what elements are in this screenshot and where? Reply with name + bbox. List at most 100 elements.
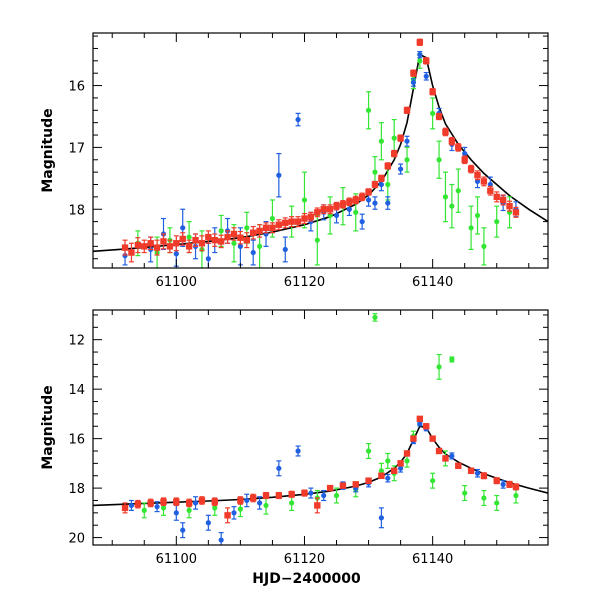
data-point-green <box>378 122 384 161</box>
data-point-blue <box>128 499 135 511</box>
data-point-red <box>499 194 507 206</box>
data-point-red <box>198 496 206 505</box>
y-tick-label: 18 <box>68 203 85 218</box>
data-point-red <box>378 174 385 183</box>
data-point-red <box>397 134 404 142</box>
data-point-red <box>134 237 142 254</box>
data-point-blue <box>180 522 186 539</box>
y-axis-label: Magnitude <box>40 108 56 192</box>
y-tick-label: 18 <box>68 482 85 497</box>
data-point-red <box>320 204 327 215</box>
data-point-red <box>282 217 289 229</box>
data-point-red <box>390 149 398 158</box>
data-point-green <box>263 496 269 515</box>
data-point-blue <box>378 507 384 529</box>
data-point-red <box>397 460 404 467</box>
data-point-blue <box>244 493 250 508</box>
data-point-blue <box>295 112 301 127</box>
data-point-red <box>435 112 443 121</box>
data-point-blue <box>410 78 417 87</box>
data-point-red <box>455 143 462 152</box>
data-point-green <box>436 140 442 179</box>
data-point-green <box>365 442 372 460</box>
x-tick-label: 61100 <box>156 275 197 290</box>
data-point-red <box>230 227 238 241</box>
x-tick-label: 61120 <box>284 552 325 567</box>
y-axis-label: Magnitude <box>40 385 56 469</box>
data-point-green <box>430 97 436 130</box>
data-point-red <box>493 477 500 485</box>
data-point-red <box>173 497 180 507</box>
axes-frame <box>92 32 549 269</box>
data-point-red <box>166 239 174 254</box>
data-point-red <box>474 170 481 181</box>
data-point-red <box>198 235 206 252</box>
data-point-red <box>410 435 417 442</box>
data-point-red <box>416 38 424 46</box>
data-point-red <box>352 195 359 205</box>
data-point-red <box>467 164 475 174</box>
data-point-green <box>436 353 442 380</box>
data-point-red <box>237 496 244 505</box>
x-tick-label: 61100 <box>156 552 197 567</box>
data-point-red <box>134 499 142 509</box>
data-point-red <box>371 180 379 189</box>
data-point-blue <box>449 452 455 460</box>
data-point-red <box>160 497 167 507</box>
data-point-red <box>358 192 366 202</box>
data-point-red <box>256 224 263 238</box>
data-point-red <box>173 235 180 252</box>
series-red <box>121 415 520 524</box>
data-point-red <box>288 490 295 498</box>
data-point-red <box>301 489 308 497</box>
data-point-red <box>365 188 372 196</box>
data-point-red <box>275 491 283 500</box>
data-point-red <box>352 481 359 488</box>
data-point-red <box>179 232 186 246</box>
data-point-blue <box>282 236 288 263</box>
data-point-red <box>250 493 257 503</box>
data-point-red <box>448 136 456 146</box>
data-point-red <box>416 415 424 423</box>
data-point-red <box>480 176 488 187</box>
data-point-red <box>442 455 449 462</box>
data-point-red <box>211 497 218 507</box>
data-point-red <box>121 502 129 514</box>
model-curve <box>93 425 548 507</box>
data-point-red <box>512 483 520 491</box>
data-point-red <box>153 239 161 256</box>
y-tick-label: 20 <box>68 532 85 547</box>
data-point-red <box>160 233 167 250</box>
bottom-panel: 61100 61120 61140 12 14 16 18 20 Magnitude HJD−24… <box>40 309 549 587</box>
data-point-red <box>435 447 443 455</box>
data-point-red <box>185 239 193 254</box>
data-point-red <box>275 219 283 231</box>
x-axis-label: HJD−2400000 <box>252 571 361 587</box>
series-green <box>141 313 519 519</box>
data-point-green <box>468 205 474 251</box>
data-point-red <box>326 204 334 215</box>
data-point-red <box>346 197 353 207</box>
data-point-red <box>378 472 385 479</box>
data-point-red <box>205 230 212 244</box>
data-point-green <box>494 205 500 238</box>
data-point-red <box>141 239 148 254</box>
data-point-red <box>314 497 321 514</box>
data-point-green <box>141 502 147 519</box>
data-point-blue <box>192 496 199 510</box>
data-point-green <box>218 214 224 247</box>
data-point-red <box>390 467 398 474</box>
data-point-red <box>410 69 417 77</box>
data-point-green <box>449 183 455 229</box>
data-point-red <box>224 507 231 524</box>
data-point-red <box>339 482 347 489</box>
data-point-blue <box>474 468 481 478</box>
data-point-red <box>403 450 411 457</box>
data-point-blue <box>231 506 237 520</box>
data-point-green <box>385 452 391 469</box>
data-point-red <box>326 484 334 492</box>
data-point-red <box>423 423 430 430</box>
data-point-blue <box>321 489 327 502</box>
data-point-red <box>147 498 154 508</box>
